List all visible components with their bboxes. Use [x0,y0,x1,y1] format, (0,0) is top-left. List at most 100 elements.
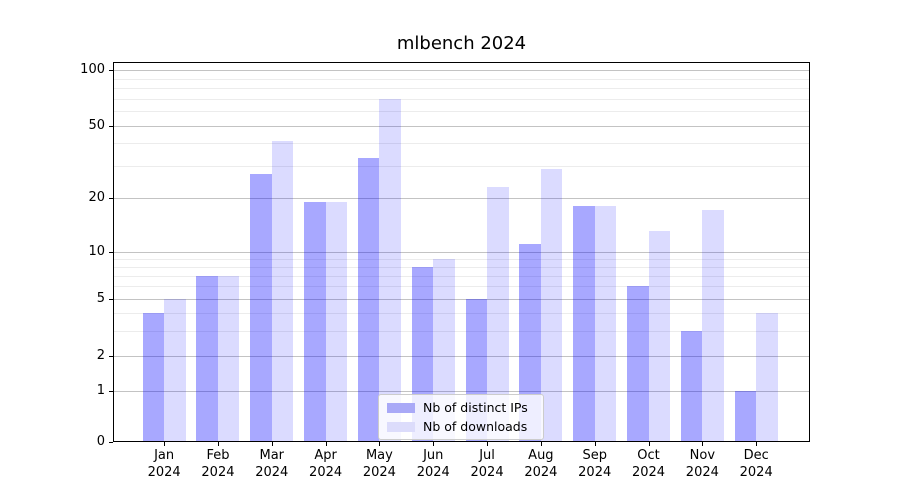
x-tick-mark [702,442,704,446]
x-tick-label: Jan 2024 [132,448,196,481]
y-tick-label: 50 [88,117,105,133]
bar-downloads-jul [487,186,509,442]
x-tick-year: 2024 [578,464,612,480]
bar-downloads-sep [594,205,617,442]
x-tick-year: 2024 [631,464,666,480]
bar-downloads-mar [271,141,294,442]
bar-distinct-ips-mar [250,174,272,442]
x-tick-label: May 2024 [347,448,411,481]
x-tick-year: 2024 [309,464,343,480]
x-tick-year: 2024 [147,464,181,480]
y-tick-label: 20 [88,189,105,205]
x-tick-month: Apr [314,448,337,463]
x-tick-month: Jan [154,448,175,463]
x-tick-label: Sep 2024 [563,448,627,481]
bar-downloads-feb [217,275,240,442]
x-tick-mark [594,442,596,446]
bar-downloads-may [379,98,401,442]
gridline-minor [113,275,810,277]
x-tick-label: Apr 2024 [294,448,358,481]
gridline-major [113,298,810,300]
y-tick-mark [109,356,113,357]
x-tick-year: 2024 [255,464,289,480]
x-tick-month: Oct [637,448,660,463]
gridline-minor [113,88,810,90]
gridline-minor [113,286,810,288]
x-tick-month: May [365,448,393,463]
legend-swatch-downloads [387,421,415,432]
x-tick-label: Jul 2024 [455,448,519,481]
y-tick-mark [109,197,113,199]
x-tick-year: 2024 [739,464,773,480]
bar-distinct-ips-aug [519,244,541,442]
x-tick-year: 2024 [416,464,450,480]
legend: Nb of distinct IPs Nb of downloads [378,394,544,440]
bar-downloads-nov [702,210,724,442]
x-tick-mark [164,442,166,446]
x-tick-mark [217,442,219,446]
chart-title: mlbench 2024 [396,33,527,54]
legend-item-downloads: Nb of downloads [387,419,535,434]
bar-distinct-ips-oct [627,286,649,442]
x-tick-year: 2024 [685,464,719,480]
gridline-minor [113,98,810,100]
gridline-major [113,356,810,357]
x-tick-label: Oct 2024 [617,448,681,481]
x-tick-year: 2024 [524,464,558,480]
x-tick-mark [379,442,381,446]
x-tick-year: 2024 [470,464,504,480]
x-tick-mark [540,442,542,446]
bar-downloads-aug [540,168,563,442]
plot-area: Nb of distinct IPs Nb of downloads [113,62,810,442]
bar-distinct-ips-apr [304,201,326,442]
x-tick-month: Jul [479,448,495,463]
y-tick-mark [109,70,113,72]
x-tick-year: 2024 [362,464,396,480]
gridline-minor [113,78,810,80]
legend-label-distinct-ips: Nb of distinct IPs [423,400,528,415]
x-tick-label: Mar 2024 [240,448,304,481]
legend-item-distinct-ips: Nb of distinct IPs [387,400,535,415]
x-tick-mark [756,442,758,446]
gridline-major [113,251,810,253]
x-tick-label: Feb 2024 [186,448,250,481]
x-tick-month: Nov [689,448,716,463]
x-tick-month: Jun [423,448,444,463]
x-tick-label: Nov 2024 [670,448,734,481]
x-tick-year: 2024 [201,464,235,480]
y-tick-label: 10 [88,243,105,259]
bar-distinct-ips-jan [142,312,165,442]
y-tick-mark [109,298,113,300]
x-tick-label: Aug 2024 [509,448,573,481]
gridline-minor [113,258,810,260]
bar-distinct-ips-nov [680,330,703,442]
x-tick-mark [648,442,650,446]
x-tick-mark [433,442,435,446]
bar-downloads-oct [648,231,671,442]
x-tick-month: Sep [582,448,607,463]
gridline-minor [113,330,810,332]
x-tick-label: Jun 2024 [401,448,465,481]
y-tick-label: 0 [96,434,105,449]
x-tick-month: Mar [259,448,285,463]
bar-downloads-apr [325,201,348,442]
gridline-minor [113,312,810,314]
gridline-major [113,125,810,127]
y-tick-label: 5 [96,290,105,306]
gridline-major [113,390,810,392]
bar-downloads-jan [164,298,186,442]
x-tick-mark [325,442,327,446]
y-tick-mark [109,442,113,443]
legend-swatch-distinct-ips [387,402,415,413]
y-tick-mark [109,125,113,127]
x-tick-mark [487,442,489,446]
y-tick-label: 2 [96,348,105,363]
x-tick-month: Feb [206,448,230,463]
gridline-minor [113,143,810,145]
y-tick-mark [109,251,113,253]
bar-distinct-ips-sep [573,205,595,442]
x-tick-label: Dec 2024 [724,448,788,481]
bar-distinct-ips-feb [196,275,218,442]
gridline-minor [113,165,810,167]
gridline-minor [113,266,810,268]
